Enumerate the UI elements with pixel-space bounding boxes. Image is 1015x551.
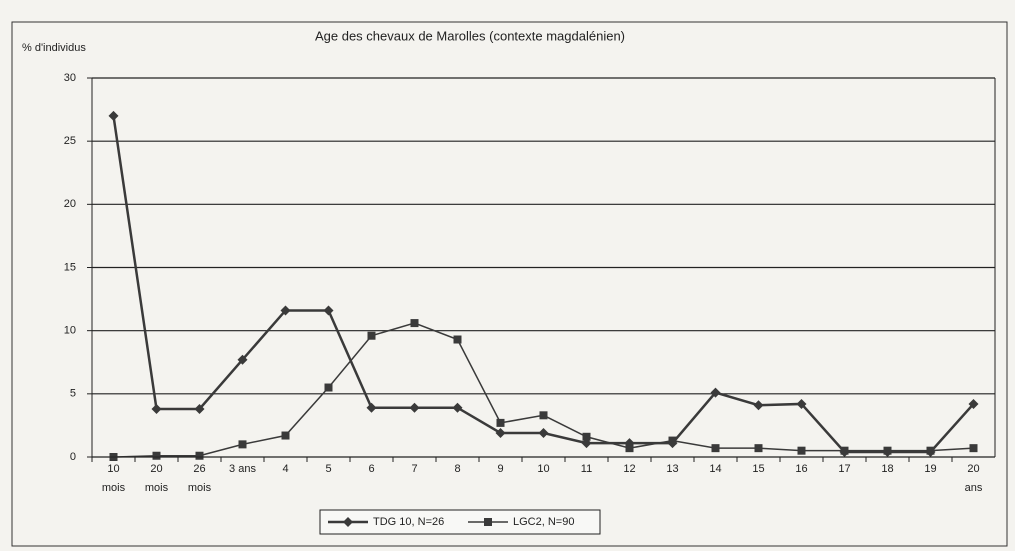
marker	[410, 319, 419, 328]
marker	[151, 403, 162, 414]
y-tick-label: 0	[70, 451, 76, 463]
x-tick-label: 15	[752, 463, 765, 475]
marker	[668, 436, 677, 445]
marker	[108, 110, 119, 121]
x-tick-label: 14	[709, 463, 722, 475]
x-tick-label: 16	[795, 463, 808, 475]
y-tick-label: 5	[70, 388, 76, 400]
marker	[280, 305, 291, 316]
marker	[281, 431, 290, 440]
marker	[711, 444, 720, 453]
y-tick-label: 30	[64, 72, 76, 84]
marker	[367, 331, 376, 340]
marker	[195, 451, 204, 460]
x-tick-label: 17	[838, 463, 851, 475]
marker	[452, 402, 463, 413]
marker	[840, 446, 849, 455]
marker	[194, 403, 205, 414]
marker	[582, 432, 591, 441]
x-tick-label: 7	[411, 463, 418, 475]
frame	[11, 21, 1008, 547]
x-tick-label: 20 mois	[144, 463, 169, 494]
x-tick-label: 6	[368, 463, 375, 475]
y-axis-label: % d'individus	[22, 42, 86, 54]
marker	[324, 383, 333, 392]
marker	[796, 398, 807, 409]
marker	[323, 305, 334, 316]
marker	[538, 427, 549, 438]
x-tick-label: 13	[666, 463, 679, 475]
marker	[496, 418, 505, 427]
series-line	[112, 115, 975, 454]
legend-label: LGC2, N=90	[513, 516, 574, 528]
x-tick-label: 4	[282, 463, 289, 475]
marker	[539, 411, 548, 420]
marker	[926, 446, 935, 455]
marker	[753, 400, 764, 411]
marker	[152, 451, 161, 460]
marker	[238, 440, 247, 449]
marker	[754, 444, 763, 453]
marker	[968, 398, 979, 409]
x-tick-label: 11	[580, 463, 593, 475]
legend-label: TDG 10, N=26	[373, 516, 444, 528]
x-tick-label: 9	[497, 463, 504, 475]
y-tick-label: 25	[64, 135, 76, 147]
x-tick-label: 10	[537, 463, 550, 475]
x-tick-label: 20 ans	[964, 463, 983, 494]
x-tick-label: 18	[881, 463, 894, 475]
marker	[343, 517, 353, 527]
marker	[409, 402, 420, 413]
x-tick-label: 5	[325, 463, 332, 475]
marker	[366, 402, 377, 413]
y-tick-label: 15	[64, 261, 76, 273]
marker	[625, 444, 634, 453]
marker	[484, 518, 492, 526]
marker	[453, 335, 462, 344]
marker	[797, 446, 806, 455]
x-tick-label: 26 mois	[187, 463, 212, 494]
x-tick-label: 8	[454, 463, 461, 475]
x-tick-label: 12	[623, 463, 636, 475]
marker	[237, 354, 248, 365]
x-tick-label: 10 mois	[101, 463, 126, 494]
x-tick-label: 19	[924, 463, 937, 475]
marker	[710, 387, 721, 398]
x-tick-label: 3 ans	[229, 463, 256, 475]
y-tick-label: 10	[64, 325, 76, 337]
marker	[883, 446, 892, 455]
marker	[969, 444, 978, 453]
marker	[495, 427, 506, 438]
chart-title: Age des chevaux de Marolles (contexte ma…	[315, 28, 625, 43]
y-tick-label: 20	[64, 198, 76, 210]
